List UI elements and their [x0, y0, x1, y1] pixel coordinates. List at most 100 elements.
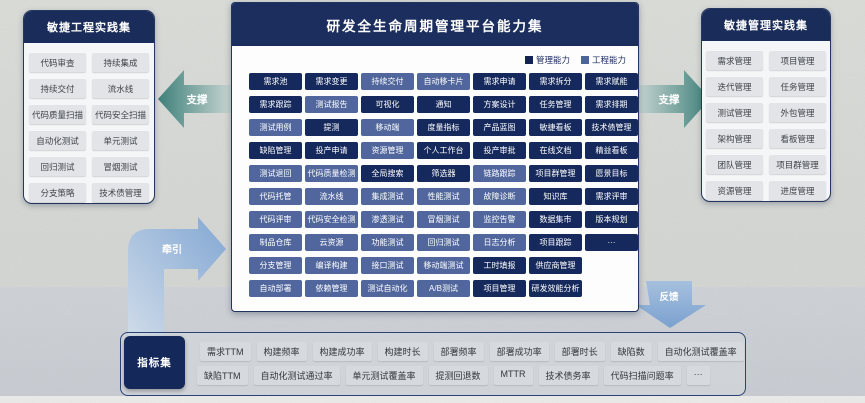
capability-chip: 依赖管理 — [305, 280, 358, 297]
capability-chip: 需求变更 — [305, 73, 358, 90]
capability-chip: 投产审批 — [473, 142, 526, 159]
practice-chip: 分支策略 — [29, 183, 86, 202]
practice-chip: 代码审查 — [29, 53, 86, 72]
practice-chip: 迭代管理 — [706, 77, 763, 96]
capability-chip: 集成测试 — [361, 188, 414, 205]
capability-chip: 需求跟踪 — [249, 96, 302, 113]
practice-chip: 项目群管理 — [769, 155, 826, 174]
capability-row: 测试用例 提测 移动端 度量指标 产品蓝图 敏捷看板 技术债管理 — [249, 119, 638, 136]
metric-chip: 缺陷数 — [610, 342, 652, 361]
capability-legend: 管理能力 工程能力 — [524, 54, 626, 66]
support-right-label: 支撑 — [658, 93, 680, 106]
background-bottom-strip — [0, 396, 865, 403]
capability-chip: 项目管理 — [473, 280, 526, 297]
capability-chip: 测试报告 — [305, 96, 358, 113]
capability-chip: 产品蓝图 — [473, 119, 526, 136]
metric-chip: 构建成功率 — [312, 342, 372, 361]
metric-chip: 技术债务率 — [538, 366, 598, 385]
capability-chip-grid: 需求池 需求变更 持续交付 自动移卡片 需求申请 需求拆分 需求赋能 需求跟踪 测试报告 可视化通… — [249, 73, 638, 303]
capability-chip: 功能测试 — [361, 234, 414, 251]
legend-item: 工程能力 — [580, 54, 626, 66]
pull-label: 牵引 — [162, 243, 182, 256]
practice-chip: 看板管理 — [769, 129, 826, 148]
capability-chip: 接口测试 — [361, 257, 414, 274]
capability-chip: 日志分析 — [473, 234, 526, 251]
capability-chip: 技术债管理 — [585, 119, 638, 136]
practice-chip: 回归测试 — [29, 157, 86, 176]
platform-capability-panel: 研发全生命周期管理平台能力集 管理能力 工程能力 需求池 需求变更 持续交付 自动移卡片… — [231, 2, 639, 312]
capability-chip: 愿景目标 — [585, 165, 638, 182]
capability-chip: 项目群管理 — [529, 165, 582, 182]
right-panel-chip-grid: 需求管理 项目管理 迭代管理 任务管理 测试管理 外包管理 架构管理 看板管理 团队管理 项目群管… — [702, 41, 830, 200]
practice-chip: 需求管理 — [706, 51, 763, 70]
metric-chip: 代码扫描问题率 — [603, 366, 681, 385]
capability-chip: 任务管理 — [529, 96, 582, 113]
practice-chip: 资源管理 — [706, 181, 763, 200]
metrics-title: 指标集 — [124, 336, 185, 389]
practice-chip: 进度管理 — [769, 181, 826, 200]
capability-chip: 通知 — [417, 96, 470, 113]
metric-chip: 部署时长 — [554, 342, 605, 361]
legend-swatch-engineering-icon — [580, 56, 589, 64]
left-panel-title: 敏捷工程实践集 — [24, 11, 154, 43]
practice-chip: 流水线 — [92, 79, 149, 98]
capability-chip: 移动端 — [361, 119, 414, 136]
practice-chip: 架构管理 — [706, 129, 763, 148]
metric-chip: 单元测试覆盖率 — [345, 366, 423, 385]
metric-chip: 自动化测试覆盖率 — [657, 342, 744, 361]
capability-chip: 冒烟测试 — [417, 211, 470, 228]
practice-chip: 外包管理 — [769, 103, 826, 122]
capability-row: 自动部署 依赖管理 测试自动化 A/B测试 项目管理 研发效能分析 — [249, 280, 638, 297]
capability-chip: 需求池 — [249, 73, 302, 90]
capability-chip: 测试自动化 — [361, 280, 414, 297]
metrics-band: 指标集 需求TTM 构建频率 构建成功率 构建时长 部署频率 部署成功率 部署时长 缺陷数 自动… — [120, 332, 746, 396]
metric-chip: ··· — [686, 366, 710, 385]
capability-chip: 需求赋能 — [585, 73, 638, 90]
practice-chip: 测试管理 — [706, 103, 763, 122]
metric-chip: 需求TTM — [200, 342, 251, 361]
capability-chip: 数据集市 — [529, 211, 582, 228]
capability-chip: 流水线 — [305, 188, 358, 205]
agile-engineering-practices-panel: 敏捷工程实践集 代码审查 持续集成 持续交付 流水线 代码质量扫描 代码安全扫描 自动化测试… — [23, 10, 155, 204]
capability-chip: 链路跟踪 — [473, 165, 526, 182]
capability-chip: 提测 — [305, 119, 358, 136]
capability-chip: 自动部署 — [249, 280, 302, 297]
capability-chip: 筛选器 — [417, 165, 470, 182]
capability-chip: 故障诊断 — [473, 188, 526, 205]
capability-row: 测试退回 代码质量检测 全局搜索 筛选器 链路跟踪 项目群管理 愿景目标 — [249, 165, 638, 182]
metrics-row-2: 缺陷TTM 自动化测试通过率 单元测试覆盖率 提测回退数 MTTR 技术债务率 代码扫描问题… — [197, 366, 710, 385]
capability-row: 代码托管 流水线 集成测试 性能测试 故障诊断 知识库 需求评审 — [249, 188, 638, 205]
capability-row: 分支管理 编译构建 接口测试 移动端测试 工时填报 供应商管理 — [249, 257, 638, 274]
support-left-arrow: 支撑 — [158, 70, 235, 128]
capability-chip: 项目跟踪 — [529, 234, 582, 251]
capability-chip: 全局搜索 — [361, 165, 414, 182]
practice-chip: 持续交付 — [29, 79, 86, 98]
practice-chip: 团队管理 — [706, 155, 763, 174]
capability-row: 需求池 需求变更 持续交付 自动移卡片 需求申请 需求拆分 需求赋能 — [249, 73, 638, 90]
capability-chip: 代码评审 — [249, 211, 302, 228]
legend-label: 工程能力 — [591, 55, 626, 65]
metric-chip: 提测回退数 — [428, 366, 488, 385]
metric-chip: 部署成功率 — [489, 342, 549, 361]
capability-chip: 监控告警 — [473, 211, 526, 228]
capability-chip: 代码质量检测 — [305, 165, 358, 182]
capability-chip: 需求申请 — [473, 73, 526, 90]
capability-chip: 工时填报 — [473, 257, 526, 274]
practice-chip: 代码质量扫描 — [29, 105, 86, 124]
practice-chip: 自动化测试 — [29, 131, 86, 150]
capability-chip: 回归测试 — [417, 234, 470, 251]
practice-chip: 技术债管理 — [92, 183, 149, 202]
capability-chip: 需求排期 — [585, 96, 638, 113]
practice-chip: 任务管理 — [769, 77, 826, 96]
metric-chip: MTTR — [493, 366, 533, 385]
metric-chip: 部署频率 — [433, 342, 484, 361]
metric-chip: 自动化测试通过率 — [253, 366, 340, 385]
capability-chip: ··· — [585, 234, 638, 251]
capability-chip: 资源管理 — [361, 142, 414, 159]
capability-chip: 需求评审 — [585, 188, 638, 205]
capability-chip: 方案设计 — [473, 96, 526, 113]
center-panel-title: 研发全生命周期管理平台能力集 — [232, 3, 638, 46]
capability-chip: 可视化 — [361, 96, 414, 113]
capability-chip: 渗透测试 — [361, 211, 414, 228]
